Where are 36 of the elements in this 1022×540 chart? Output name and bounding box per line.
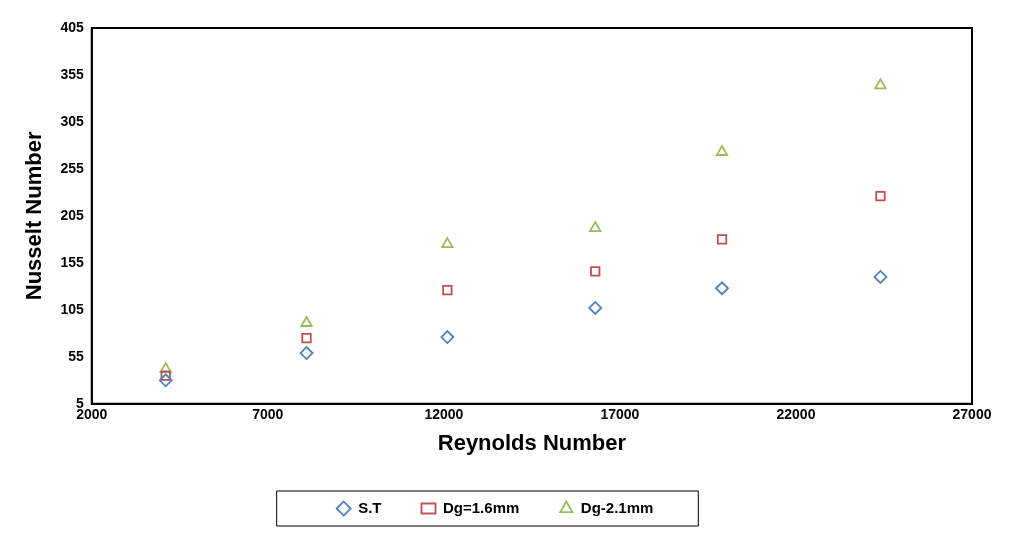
y-tick-label: 405 (60, 18, 84, 35)
point (589, 221, 602, 233)
point (588, 301, 603, 315)
x-tick-label: 7000 (252, 406, 284, 423)
point (874, 78, 887, 90)
y-tick-label: 205 (60, 206, 84, 223)
x-tick-label: 22000 (776, 406, 816, 423)
y-tick-label: 155 (60, 253, 84, 270)
x-tick-label: 17000 (600, 406, 640, 423)
point (873, 270, 888, 284)
point (715, 281, 729, 296)
legend-label: Dg=1.6mm (443, 498, 520, 516)
point (715, 145, 729, 156)
point (301, 332, 312, 344)
y-tick-label: 355 (60, 65, 84, 82)
point (300, 316, 313, 327)
point (299, 346, 314, 360)
point (590, 266, 601, 277)
y-tick-label: 105 (60, 300, 84, 317)
legend-label: S.T (358, 498, 382, 516)
y-tick-label: 305 (60, 112, 84, 129)
point (440, 330, 455, 344)
point (441, 237, 454, 248)
y-tick-label: 55 (68, 347, 84, 364)
x-axis-title: Reynolds Number (437, 429, 627, 455)
point (442, 284, 453, 296)
y-axis-title: Nusselt Number (21, 131, 47, 301)
point (158, 373, 173, 388)
point (875, 191, 886, 202)
point (160, 370, 171, 381)
x-tick-label: 12000 (424, 406, 464, 423)
x-tick-label: 27000 (952, 406, 992, 423)
point (716, 234, 728, 245)
legend-label: Dg-2.1mm (580, 498, 654, 516)
point (159, 362, 172, 373)
y-tick-label: 255 (60, 159, 84, 176)
